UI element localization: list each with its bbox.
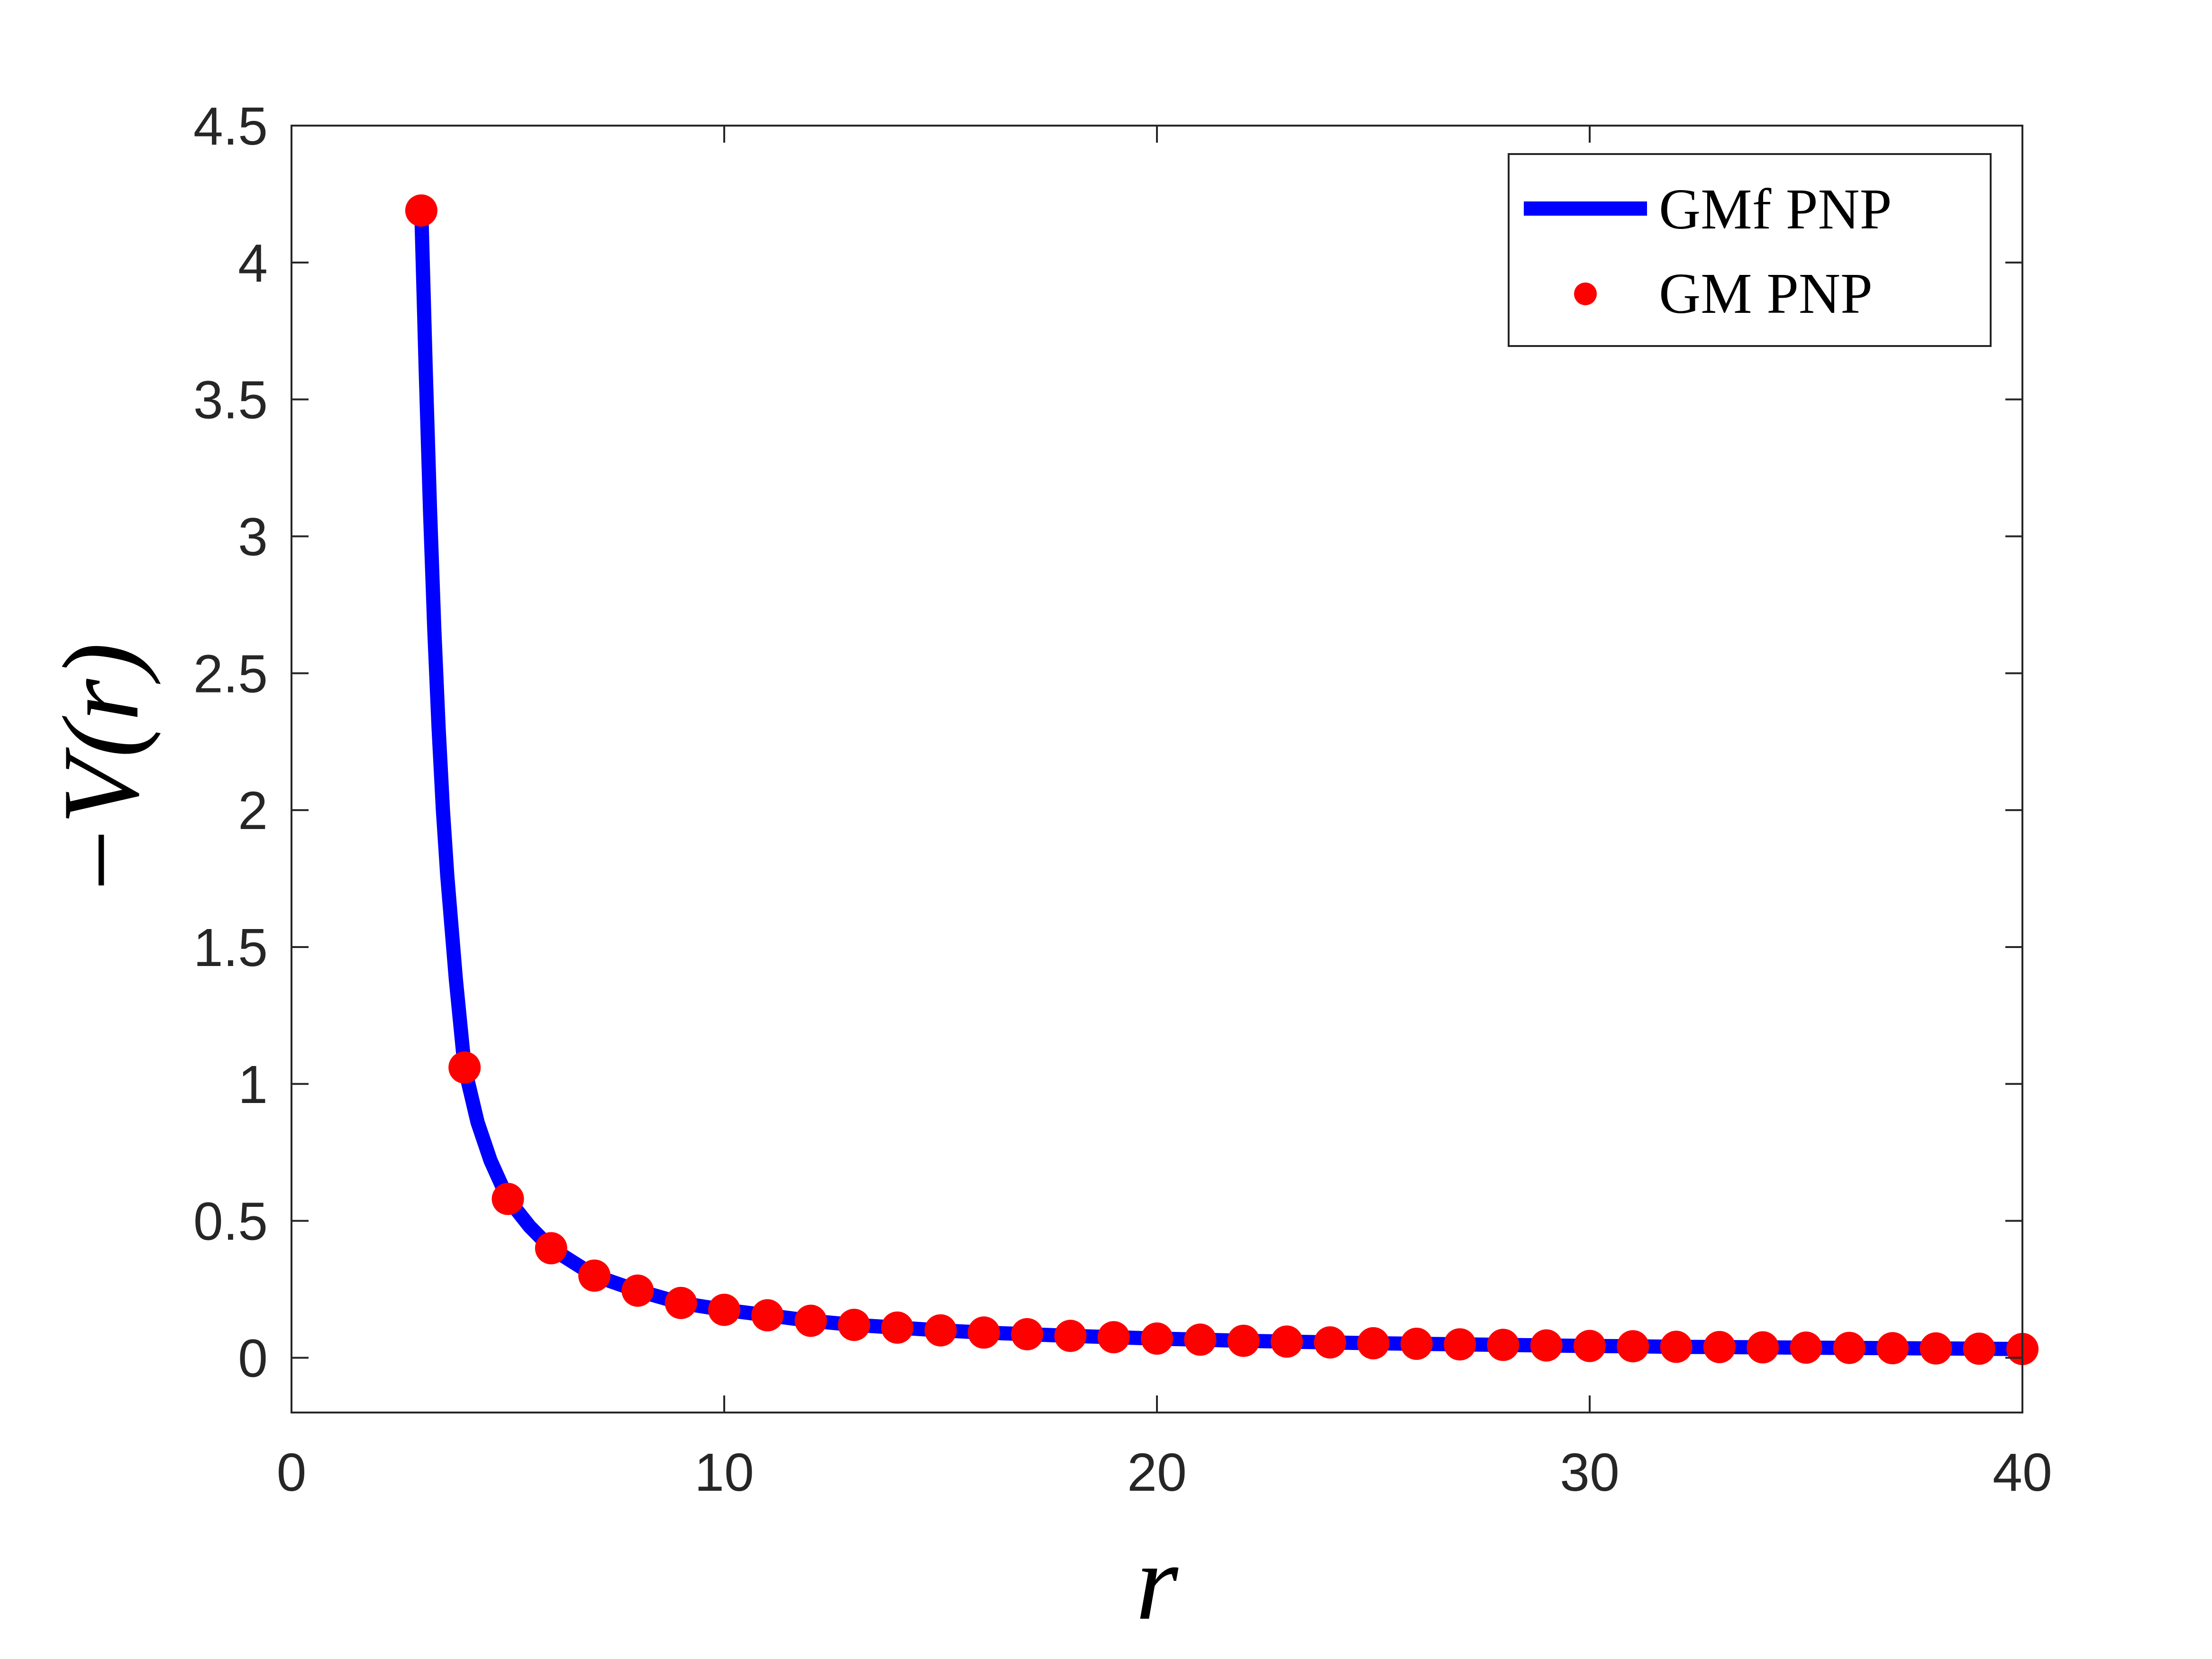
data-point-gm-pnp [1270, 1325, 1303, 1358]
data-point-gm-pnp [1833, 1331, 1866, 1364]
x-axis-label: r [1136, 1522, 1179, 1642]
data-point-gm-pnp [1184, 1323, 1217, 1356]
data-point-gm-pnp [967, 1316, 1000, 1349]
data-point-gm-pnp [1963, 1332, 1995, 1365]
x-tick-label: 40 [1993, 1442, 2052, 1502]
data-point-gm-pnp [881, 1311, 914, 1344]
y-tick-label: 3 [238, 507, 268, 566]
data-point-gm-pnp [492, 1183, 524, 1215]
y-axis: 0 0.5 1 1.5 2 2.5 3 3.5 4 4.5 [193, 96, 2022, 1388]
data-point-gm-pnp [1790, 1331, 1822, 1364]
x-tick-label: 20 [1127, 1442, 1187, 1502]
y-axis-label: −V(r) [40, 643, 161, 898]
y-tick-label: 3.5 [193, 370, 268, 430]
y-tick-label: 1.5 [193, 918, 268, 977]
data-point-gm-pnp [1617, 1330, 1649, 1363]
data-point-gm-pnp [794, 1304, 827, 1337]
data-point-gm-pnp [708, 1294, 740, 1326]
data-point-gm-pnp [924, 1314, 957, 1347]
y-tick-label: 0.5 [193, 1192, 268, 1251]
legend-marker-swatch [1574, 283, 1597, 305]
data-point-gm-pnp [1314, 1326, 1347, 1359]
legend-box [1508, 153, 1992, 347]
data-point-gm-pnp [1357, 1327, 1390, 1359]
data-point-gm-pnp [1660, 1331, 1693, 1363]
data-point-gm-pnp [1876, 1332, 1909, 1365]
data-point-gm-pnp [837, 1309, 870, 1341]
data-point-gm-pnp [578, 1259, 611, 1292]
data-point-gm-pnp [621, 1274, 654, 1307]
y-tick-label: 4.5 [193, 96, 268, 156]
x-tick-label: 10 [694, 1442, 754, 1502]
legend-label-gmf-pnp: GMf PNP [1659, 177, 1892, 241]
data-point-gm-pnp [405, 194, 437, 227]
data-point-gm-pnp [1097, 1321, 1130, 1354]
legend-label-gm-pnp: GM PNP [1659, 262, 1873, 326]
data-point-gm-pnp [535, 1232, 567, 1265]
y-tick-label: 2 [238, 781, 268, 840]
x-tick-label: 30 [1560, 1442, 1620, 1502]
y-tick-label: 4 [238, 233, 268, 293]
data-point-gm-pnp [1011, 1318, 1044, 1350]
data-point-gm-pnp [1703, 1331, 1736, 1363]
data-point-gm-pnp [1487, 1329, 1520, 1361]
data-point-gm-pnp [1747, 1331, 1779, 1364]
y-tick-label: 2.5 [193, 644, 268, 703]
data-point-gm-pnp [1141, 1322, 1173, 1355]
data-point-gm-pnp [1054, 1320, 1087, 1352]
data-point-gm-pnp [1530, 1329, 1563, 1362]
legend: GMf PNP GM PNP [1508, 153, 1992, 347]
data-point-gm-pnp [1574, 1330, 1606, 1362]
data-point-gm-pnp [1444, 1328, 1476, 1361]
data-point-gm-pnp [1400, 1328, 1433, 1360]
x-axis: 0 10 20 30 40 [277, 126, 2052, 1502]
data-point-gm-pnp [751, 1299, 784, 1331]
data-point-gm-pnp [1227, 1324, 1260, 1357]
data-point-gm-pnp [1920, 1332, 1952, 1365]
y-tick-label: 0 [238, 1328, 268, 1388]
data-point-gm-pnp [448, 1051, 481, 1084]
x-tick-label: 0 [277, 1442, 307, 1502]
data-point-gm-pnp [665, 1286, 697, 1319]
y-tick-label: 1 [238, 1055, 268, 1114]
series-layer [405, 194, 2039, 1365]
